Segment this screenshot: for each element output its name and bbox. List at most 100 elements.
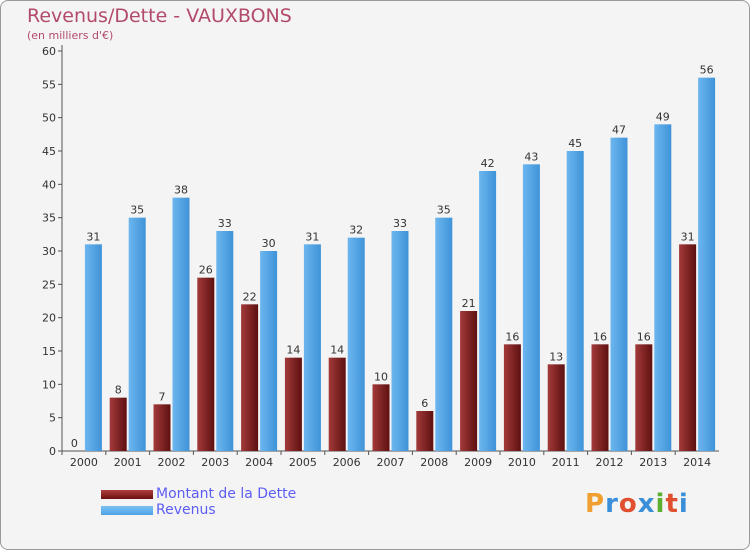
data-label-dette: 10	[374, 370, 388, 383]
logo-letter: P	[585, 489, 606, 519]
y-tick-label: 50	[42, 112, 56, 125]
data-label-revenus: 56	[700, 64, 714, 77]
y-tick-label: 20	[42, 312, 56, 325]
data-label-revenus: 45	[568, 137, 582, 150]
data-label-dette: 16	[593, 330, 607, 343]
data-label-revenus: 31	[86, 230, 100, 243]
chart-title: Revenus/Dette - VAUXBONS	[27, 5, 292, 27]
bar-dette	[197, 277, 215, 451]
y-tick-label: 55	[42, 78, 56, 91]
y-tick-label: 30	[42, 245, 56, 258]
bar-revenus	[84, 244, 102, 451]
bar-revenus	[260, 251, 278, 451]
data-label-dette: 16	[505, 330, 519, 343]
bar-revenus	[654, 124, 672, 451]
logo-letter: t	[665, 489, 679, 519]
bar-revenus	[610, 137, 628, 451]
data-label-dette: 0	[71, 437, 78, 450]
data-label-dette: 22	[243, 290, 257, 303]
bar-revenus	[172, 197, 190, 451]
data-label-dette: 26	[199, 264, 213, 277]
legend-swatch-revenus	[101, 506, 153, 515]
bar-revenus	[216, 231, 234, 451]
data-label-revenus: 31	[305, 230, 319, 243]
bar-dette	[328, 357, 346, 451]
data-label-revenus: 33	[393, 217, 407, 230]
data-label-revenus: 30	[262, 237, 276, 250]
data-label-revenus: 43	[524, 150, 538, 163]
logo-letter: i	[678, 489, 689, 519]
x-tick-label: 2004	[245, 456, 273, 469]
x-tick-label: 2007	[377, 456, 405, 469]
y-tick-label: 60	[42, 45, 56, 58]
x-tick-label: 2006	[333, 456, 361, 469]
proxiti-logo: Proxiti	[585, 489, 689, 519]
data-label-revenus: 32	[349, 224, 363, 237]
x-tick-label: 2014	[683, 456, 711, 469]
data-label-dette: 31	[681, 230, 695, 243]
x-tick-label: 2001	[114, 456, 142, 469]
y-tick-label: 5	[49, 412, 56, 425]
bar-dette	[460, 311, 478, 451]
data-label-revenus: 49	[656, 110, 670, 123]
bar-revenus	[522, 164, 540, 452]
logo-letter: x	[637, 489, 656, 519]
bar-dette	[241, 304, 259, 451]
logo-letter: o	[618, 489, 638, 519]
data-label-dette: 8	[115, 384, 122, 397]
data-label-revenus: 35	[437, 204, 451, 217]
data-label-dette: 13	[549, 350, 563, 363]
bar-dette	[284, 357, 302, 451]
bar-dette	[547, 364, 565, 451]
legend-label-dette: Montant de la Dette	[156, 486, 297, 502]
chart-subtitle: (en milliers d'€)	[27, 29, 114, 42]
y-tick-label: 15	[42, 345, 56, 358]
bar-revenus	[698, 77, 716, 452]
data-label-revenus: 47	[612, 124, 626, 137]
data-label-revenus: 42	[481, 157, 495, 170]
bar-dette	[503, 344, 521, 451]
bar-dette	[109, 397, 127, 451]
logo-letter: r	[605, 489, 619, 519]
legend-label-revenus: Revenus	[156, 502, 216, 518]
bar-revenus	[479, 171, 497, 451]
bar-revenus	[128, 217, 146, 451]
x-tick-label: 2010	[508, 456, 536, 469]
y-tick-label: 25	[42, 278, 56, 291]
x-tick-label: 2011	[552, 456, 580, 469]
y-tick-label: 45	[42, 145, 56, 158]
x-tick-label: 2003	[201, 456, 229, 469]
logo-letter: i	[655, 489, 666, 519]
data-label-dette: 6	[421, 397, 428, 410]
data-label-dette: 7	[159, 390, 166, 403]
bar-revenus	[347, 237, 365, 451]
data-label-dette: 16	[637, 330, 651, 343]
y-tick-label: 10	[42, 378, 56, 391]
bar-revenus	[303, 244, 321, 451]
data-label-revenus: 33	[218, 217, 232, 230]
y-tick-label: 35	[42, 212, 56, 225]
x-tick-label: 2012	[596, 456, 624, 469]
bar-dette	[416, 411, 434, 451]
x-tick-label: 2005	[289, 456, 317, 469]
bar-dette	[635, 344, 653, 451]
bar-revenus	[391, 231, 409, 451]
y-tick-label: 0	[49, 445, 56, 458]
bar-revenus	[435, 217, 453, 451]
legend-swatch-dette	[101, 490, 153, 499]
x-tick-label: 2013	[639, 456, 667, 469]
bar-revenus	[566, 151, 584, 451]
x-tick-label: 2008	[420, 456, 448, 469]
data-label-revenus: 35	[130, 204, 144, 217]
bar-dette	[153, 404, 171, 451]
x-tick-label: 2000	[70, 456, 98, 469]
x-tick-label: 2009	[464, 456, 492, 469]
bar-dette	[372, 384, 390, 451]
data-label-dette: 14	[330, 344, 344, 357]
data-label-revenus: 38	[174, 184, 188, 197]
bar-dette	[679, 244, 697, 451]
x-tick-label: 2002	[158, 456, 186, 469]
y-tick-label: 40	[42, 178, 56, 191]
